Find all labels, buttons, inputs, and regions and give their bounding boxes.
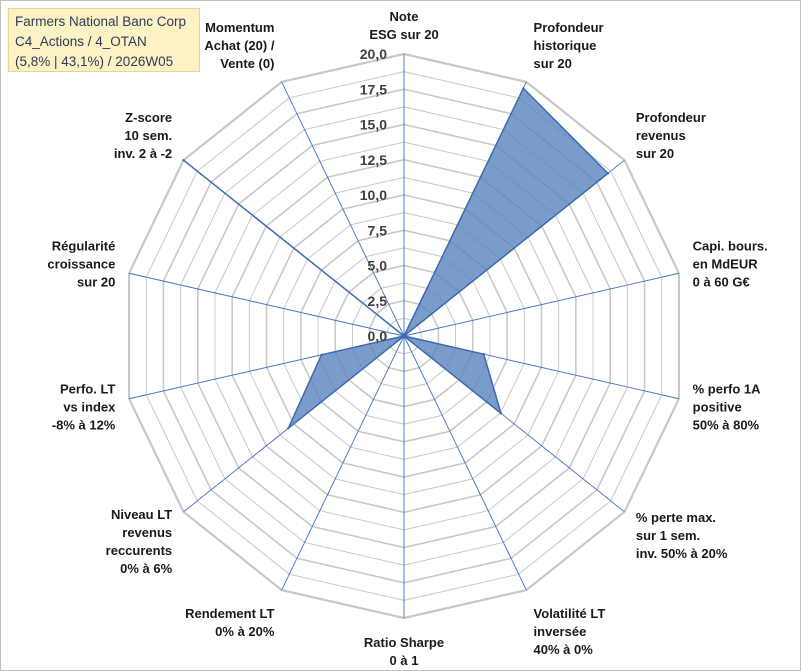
axis-label-line: revenus: [122, 525, 172, 540]
axis-label: % perfo 1A positive 50% à 80%: [693, 381, 762, 432]
axis-label: Niveau LT revenus reccurents 0% à 6%: [106, 507, 173, 576]
axis-label-line: -8% à 12%: [52, 417, 116, 432]
data-series-area: [182, 87, 609, 430]
tick-label: 20,0: [360, 46, 387, 62]
axis-label-line: 50% à 80%: [693, 417, 760, 432]
axis-label: Perfo. LT vs index -8% à 12%: [52, 381, 116, 432]
data-point: [606, 172, 610, 175]
axis-label-line: 40% à 0%: [534, 642, 594, 657]
axis-label-line: Volatilité LT: [534, 606, 606, 621]
axis-label-line: Note: [390, 9, 419, 24]
axis-label: Note ESG sur 20: [369, 9, 438, 42]
data-point: [182, 158, 185, 162]
axis-label-line: Achat (20) /: [204, 38, 274, 53]
axis-label: % perte max. sur 1 sem. inv. 50% à 20%: [636, 510, 728, 561]
axis-label-line: Capi. bours.: [693, 239, 768, 254]
axis-label-line: Niveau LT: [111, 507, 172, 522]
axis-label-line: positive: [693, 399, 742, 414]
axis-spoke: [403, 335, 527, 591]
axis-label-line: croissance: [47, 257, 115, 272]
axis-label-line: sur 20: [636, 146, 674, 161]
axis-label-line: 0 à 1: [390, 653, 419, 668]
axis-label-line: Profondeur: [534, 20, 604, 35]
info-category: C4_Actions / 4_OTAN: [15, 34, 147, 49]
info-box: Farmers National Banc Corp C4_Actions / …: [8, 8, 200, 72]
axis-label-line: inv. 2 à -2: [114, 146, 172, 161]
axis-label-line: 0 à 60 G€: [693, 275, 750, 290]
axis-spoke: [281, 335, 405, 591]
axis-label-line: reccurents: [106, 543, 172, 558]
tick-label: 15,0: [360, 117, 387, 133]
axis-label-line: ESG sur 20: [369, 27, 438, 42]
tick-label: 10,0: [360, 187, 387, 203]
axis-label-line: revenus: [636, 128, 686, 143]
axis-label-line: Z-score: [125, 110, 172, 125]
data-point: [482, 352, 485, 356]
axis-spoke: [281, 81, 405, 337]
axis-label-line: Vente (0): [220, 56, 274, 71]
axis-label-line: 10 sem.: [124, 128, 172, 143]
axis-label-line: vs index: [63, 399, 116, 414]
data-point: [499, 412, 503, 415]
info-stats: (5,8% | 43,1%) / 2026W05: [15, 54, 174, 69]
axis-spoke: [128, 272, 405, 337]
tick-label: 7,5: [368, 222, 388, 238]
axis-label: Rendement LT 0% à 20%: [185, 606, 275, 639]
axis-label-line: % perte max.: [636, 510, 716, 525]
data-point: [287, 427, 290, 430]
axis-label-line: Rendement LT: [185, 606, 274, 621]
data-point: [320, 353, 323, 357]
axis-label: Profondeur revenus sur 20: [636, 110, 706, 161]
axis-label-line: Perfo. LT: [60, 381, 115, 396]
data-point: [402, 334, 406, 338]
axis-label: Z-score 10 sem. inv. 2 à -2: [114, 110, 172, 161]
axis-label-line: Régularité: [52, 239, 116, 254]
tick-label: 17,5: [360, 81, 387, 97]
axis-label: Profondeur historique sur 20: [534, 20, 604, 71]
axis-label: Momentum Achat (20) / Vente (0): [204, 20, 274, 71]
axis-label-line: sur 20: [534, 56, 572, 71]
info-title: Farmers National Banc Corp: [15, 14, 187, 29]
axis-label-line: % perfo 1A: [693, 381, 762, 396]
axis-label-line: Ratio Sharpe: [364, 635, 444, 650]
axis-spoke: [403, 272, 680, 337]
tick-label: 5,0: [368, 258, 388, 274]
axis-label-line: historique: [534, 38, 597, 53]
axis-label-line: Momentum: [205, 20, 274, 35]
axis-label-line: 0% à 6%: [120, 561, 172, 576]
axis-label-line: inversée: [534, 624, 587, 639]
axis-label-line: sur 1 sem.: [636, 528, 700, 543]
tick-label: 2,5: [368, 293, 388, 309]
axis-label: Capi. bours. en MdEUR 0 à 60 G€: [693, 239, 768, 290]
data-point: [522, 87, 525, 90]
axis-label-line: sur 20: [77, 275, 115, 290]
axis-label-line: inv. 50% à 20%: [636, 546, 728, 561]
tick-label: 12,5: [360, 152, 387, 168]
axis-label: Ratio Sharpe 0 à 1: [364, 635, 444, 668]
axis-label-line: en MdEUR: [693, 257, 759, 272]
axis-label-line: Profondeur: [636, 110, 706, 125]
axis-label: Volatilité LT inversée 40% à 0%: [534, 606, 606, 657]
axis-label-line: 0% à 20%: [215, 624, 275, 639]
axis-label: Régularité croissance sur 20: [47, 239, 115, 290]
tick-label: 0,0: [368, 328, 388, 344]
